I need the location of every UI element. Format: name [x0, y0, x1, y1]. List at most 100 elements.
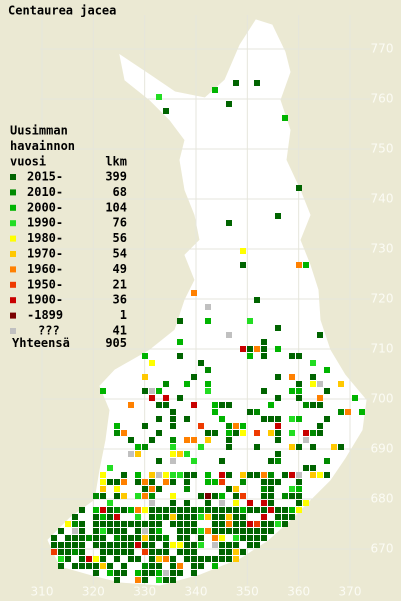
occurrence-square — [149, 535, 155, 541]
x-tick-label: 330 — [133, 585, 156, 599]
occurrence-square — [212, 493, 218, 499]
occurrence-square — [310, 472, 316, 478]
occurrence-square — [184, 479, 190, 485]
occurrence-square — [289, 444, 295, 450]
occurrence-square — [212, 430, 218, 436]
occurrence-square — [142, 521, 148, 527]
occurrence-square — [219, 542, 225, 548]
occurrence-square — [100, 535, 106, 541]
occurrence-square — [205, 437, 211, 443]
occurrence-square — [177, 339, 183, 345]
legend-total-label: Yhteensä — [12, 336, 70, 350]
occurrence-square — [114, 514, 120, 520]
occurrence-square — [240, 507, 246, 513]
occurrence-square — [184, 542, 190, 548]
legend-count: 36 — [113, 293, 127, 307]
occurrence-square — [261, 507, 267, 513]
occurrence-square — [268, 416, 274, 422]
occurrence-square — [114, 570, 120, 576]
occurrence-square — [191, 374, 197, 380]
occurrence-square — [86, 556, 92, 562]
occurrence-square — [149, 528, 155, 534]
occurrence-square — [212, 563, 218, 569]
occurrence-square — [177, 535, 183, 541]
occurrence-square — [170, 444, 176, 450]
occurrence-square — [135, 493, 141, 499]
occurrence-square — [240, 493, 246, 499]
occurrence-square — [268, 402, 274, 408]
y-tick-label: 760 — [371, 92, 394, 106]
occurrence-square — [338, 381, 344, 387]
occurrence-square — [247, 507, 253, 513]
occurrence-square — [170, 472, 176, 478]
occurrence-square — [219, 535, 225, 541]
occurrence-square — [191, 528, 197, 534]
occurrence-square — [114, 479, 120, 485]
occurrence-square — [58, 549, 64, 555]
occurrence-square — [51, 542, 57, 548]
occurrence-square — [170, 416, 176, 422]
occurrence-square — [226, 430, 232, 436]
occurrence-square — [240, 521, 246, 527]
occurrence-square — [212, 521, 218, 527]
occurrence-square — [240, 528, 246, 534]
occurrence-square — [184, 472, 190, 478]
occurrence-square — [233, 514, 239, 520]
occurrence-square — [128, 402, 134, 408]
occurrence-square — [170, 514, 176, 520]
occurrence-square — [226, 556, 232, 562]
occurrence-square — [268, 472, 274, 478]
occurrence-square — [107, 549, 113, 555]
occurrence-square — [296, 262, 302, 268]
legend-label: 1970- — [27, 247, 63, 261]
occurrence-square — [135, 542, 141, 548]
occurrence-square — [198, 528, 204, 534]
occurrence-square — [240, 514, 246, 520]
legend-label: 2010- — [27, 185, 63, 199]
occurrence-square — [233, 528, 239, 534]
occurrence-square — [268, 486, 274, 492]
occurrence-square — [121, 479, 127, 485]
occurrence-square — [191, 563, 197, 569]
occurrence-square — [240, 423, 246, 429]
occurrence-square — [184, 451, 190, 457]
occurrence-square — [303, 500, 309, 506]
legend-swatch — [10, 189, 16, 196]
legend-label: 1960- — [27, 262, 63, 276]
occurrence-square — [149, 563, 155, 569]
occurrence-square — [324, 416, 330, 422]
occurrence-square — [226, 402, 232, 408]
y-tick-label: 750 — [371, 142, 394, 156]
occurrence-square — [254, 297, 260, 303]
occurrence-square — [296, 185, 302, 191]
occurrence-square — [226, 220, 232, 226]
occurrence-square — [100, 563, 106, 569]
occurrence-square — [233, 507, 239, 513]
occurrence-square — [275, 458, 281, 464]
occurrence-square — [303, 465, 309, 471]
occurrence-square — [261, 388, 267, 394]
occurrence-square — [156, 402, 162, 408]
occurrence-square — [163, 395, 169, 401]
occurrence-square — [156, 535, 162, 541]
occurrence-square — [261, 521, 267, 527]
occurrence-square — [268, 479, 274, 485]
occurrence-square — [107, 500, 113, 506]
legend-count: 21 — [113, 277, 127, 291]
occurrence-square — [149, 486, 155, 492]
legend-label: 2000- — [27, 200, 63, 214]
occurrence-square — [317, 395, 323, 401]
legend-heading: Uusimman — [10, 124, 68, 138]
occurrence-square — [128, 535, 134, 541]
occurrence-square — [268, 493, 274, 499]
occurrence-square — [156, 563, 162, 569]
occurrence-square — [191, 521, 197, 527]
occurrence-square — [58, 528, 64, 534]
occurrence-square — [142, 486, 148, 492]
occurrence-square — [93, 507, 99, 513]
y-tick-label: 670 — [371, 542, 394, 556]
occurrence-square — [163, 535, 169, 541]
occurrence-square — [149, 388, 155, 394]
occurrence-square — [296, 479, 302, 485]
legend-label: 1900- — [27, 293, 63, 307]
